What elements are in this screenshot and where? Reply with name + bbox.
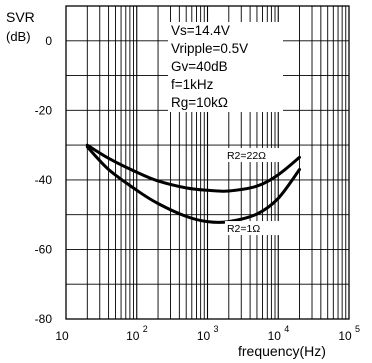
series-label-bg bbox=[224, 148, 283, 163]
y-tick-label: -60 bbox=[35, 242, 53, 256]
series-line-r2-22ohm bbox=[85, 143, 301, 193]
y-tick-label: -20 bbox=[35, 103, 53, 117]
series-line-r2-1ohm bbox=[85, 145, 301, 224]
condition-vs: Vs=14.4V bbox=[171, 23, 230, 38]
condition-gv: Gv=40dB bbox=[171, 59, 228, 74]
x-tick-exponent: 3 bbox=[214, 324, 219, 334]
x-tick-label: 10 bbox=[55, 329, 69, 343]
y-axis-label: SVR bbox=[6, 9, 35, 25]
x-axis-label: frequency(Hz) bbox=[238, 343, 326, 359]
series-label: R2=1Ω bbox=[227, 223, 260, 235]
y-tick-label: -40 bbox=[35, 173, 53, 187]
series-label: R2=22Ω bbox=[227, 150, 266, 162]
x-tick-exponent: 5 bbox=[355, 324, 360, 334]
x-tick-label: 10 bbox=[268, 329, 282, 343]
x-tick-exponent: 4 bbox=[284, 324, 289, 334]
y-tick-label: 0 bbox=[45, 34, 52, 48]
y-axis-unit: (dB) bbox=[6, 29, 31, 44]
plot-frame bbox=[65, 5, 350, 320]
x-tick-label: 10 bbox=[126, 329, 140, 343]
x-tick-exponent: 2 bbox=[143, 324, 148, 334]
x-tick-labels: 10 10 2 10 3 10 4 10 5 bbox=[55, 324, 360, 343]
condition-f: f=1kHz bbox=[171, 77, 214, 92]
curves: R2=22Ω R2=1Ω bbox=[85, 143, 301, 236]
series-label-bg bbox=[224, 221, 283, 236]
y-tick-labels: 0 -20 -40 -60 -80 bbox=[35, 34, 53, 326]
x-tick-label: 10 bbox=[338, 329, 352, 343]
x-tick-label: 10 bbox=[197, 329, 211, 343]
condition-rg: Rg=10kΩ bbox=[171, 95, 228, 110]
conditions-box: Vs=14.4V Vripple=0.5V Gv=40dB f=1kHz Rg=… bbox=[168, 22, 283, 112]
y-tick-label: -80 bbox=[35, 312, 53, 326]
condition-vripple: Vripple=0.5V bbox=[171, 41, 249, 56]
